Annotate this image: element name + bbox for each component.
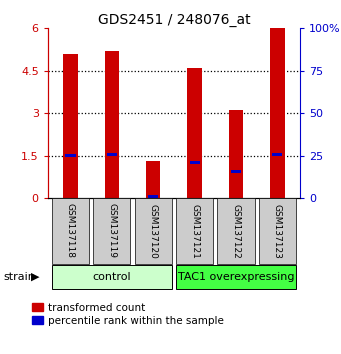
FancyBboxPatch shape <box>93 198 131 264</box>
Bar <box>105 51 119 198</box>
Bar <box>272 153 282 156</box>
Text: GSM137123: GSM137123 <box>273 204 282 258</box>
Title: GDS2451 / 248076_at: GDS2451 / 248076_at <box>98 13 250 27</box>
Text: GSM137120: GSM137120 <box>149 204 158 258</box>
FancyBboxPatch shape <box>52 265 172 289</box>
Text: ▶: ▶ <box>31 272 39 282</box>
FancyBboxPatch shape <box>259 198 296 264</box>
Text: GSM137119: GSM137119 <box>107 204 116 258</box>
Text: TAC1 overexpressing: TAC1 overexpressing <box>178 272 294 282</box>
FancyBboxPatch shape <box>176 198 213 264</box>
Bar <box>270 28 285 198</box>
Bar <box>148 195 158 198</box>
Bar <box>63 54 78 198</box>
Legend: transformed count, percentile rank within the sample: transformed count, percentile rank withi… <box>32 303 224 326</box>
Bar <box>190 161 200 164</box>
Bar <box>146 161 161 198</box>
FancyBboxPatch shape <box>176 265 296 289</box>
Text: GSM137121: GSM137121 <box>190 204 199 258</box>
FancyBboxPatch shape <box>217 198 255 264</box>
Bar <box>187 68 202 198</box>
Text: strain: strain <box>3 272 35 282</box>
Text: GSM137122: GSM137122 <box>232 204 240 258</box>
Bar <box>229 110 243 198</box>
FancyBboxPatch shape <box>52 198 89 264</box>
Text: control: control <box>92 272 131 282</box>
Bar <box>231 170 241 173</box>
Bar <box>107 153 117 156</box>
Text: GSM137118: GSM137118 <box>66 204 75 258</box>
Bar <box>65 154 76 157</box>
FancyBboxPatch shape <box>135 198 172 264</box>
